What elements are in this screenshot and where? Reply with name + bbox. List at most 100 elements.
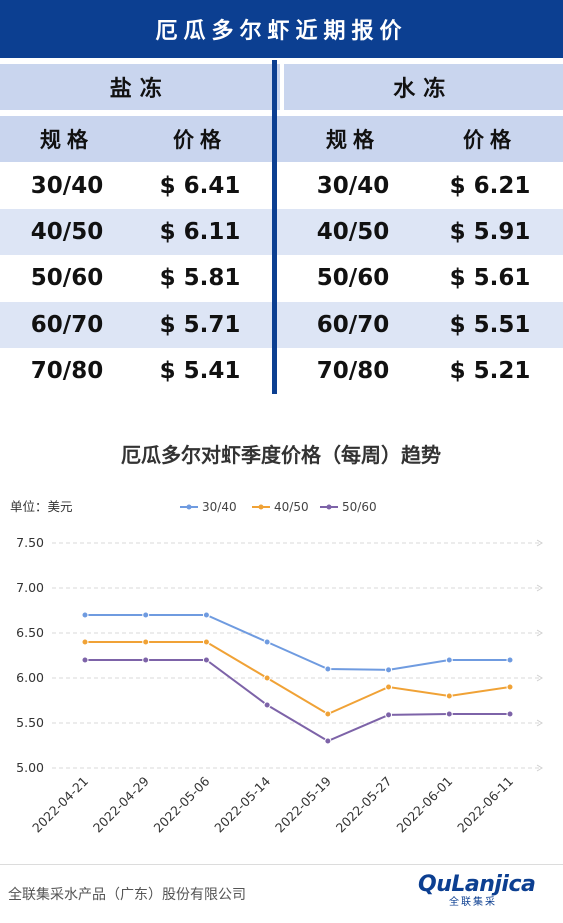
legend: 30/40 40/50 50/60 [180,500,377,514]
data-point [385,666,393,674]
unit-label: 单位：美元 [10,499,73,514]
data-point [81,611,89,619]
data-point [324,710,332,718]
series-line [85,641,511,716]
grid-arrow-icon [536,719,543,727]
data-point [324,665,332,673]
data-point [81,656,89,664]
legend-label: 50/60 [342,500,377,514]
x-tick-label: 2022-06-11 [454,774,516,836]
series-line [85,614,510,671]
price-cell: $ 5.21 [449,358,531,385]
x-tick-label: 2022-05-27 [333,774,395,836]
grid-arrow-icon [536,584,543,592]
header-price-left: 价格 [173,128,227,153]
section-header-row: 盐冻 水冻 [0,64,563,110]
x-tick-label: 2022-04-29 [90,773,152,835]
grid-arrow-icon [536,674,543,682]
spec-cell: 40/50 [30,218,104,245]
data-point [445,692,453,700]
spec-cell: 70/80 [30,358,104,385]
price-cell: $ 5.71 [159,311,241,338]
spec-cell: 30/40 [316,172,390,199]
price-cell: $ 6.41 [159,172,241,199]
data-point [142,638,150,646]
x-tick-label: 2022-05-06 [151,773,213,835]
spec-cell: 50/60 [316,265,390,292]
data-point [202,611,210,619]
data-point [81,638,89,646]
spec-cell: 30/40 [30,172,104,199]
y-tick-label: 5.50 [16,715,44,730]
y-axis: 7.50 7.00 6.50 6.00 5.50 5.00 [16,535,44,775]
price-cell: $ 5.41 [159,358,241,385]
page-title: 厄瓜多尔虾近期报价 [0,0,563,58]
logo-wordmark: QuLanjica [418,872,536,897]
data-point [324,737,332,745]
section-water-frozen: 水冻 [283,64,563,110]
section-salt-frozen: 盐冻 [0,64,280,110]
price-table: 规格 价格 规格 价格 30/40 $ 6.41 30/40 $ 6.21 40… [0,116,563,394]
footer-divider [0,864,563,865]
data-point [263,701,271,709]
table-header-row: 规格 价格 规格 价格 [0,116,563,163]
data-point [202,638,210,646]
grid-arrow-icon [536,629,543,637]
legend-label: 40/50 [274,500,309,514]
header-spec-left: 规格 [40,128,94,153]
trend-line-chart: 厄瓜多尔对虾季度价格（每周）趋势 单位：美元 30/40 40/50 50/60 7… [10,443,543,835]
legend-marker [258,504,264,510]
data-point [385,683,393,691]
y-tick-label: 6.00 [16,670,44,685]
spec-cell: 60/70 [30,311,104,338]
x-tick-label: 2022-05-14 [211,773,273,835]
table-row: 40/50 $ 6.11 40/50 $ 5.91 [0,208,563,256]
y-tick-label: 5.00 [16,760,44,775]
legend-marker [186,504,192,510]
x-tick-label: 2022-06-01 [393,774,455,836]
grid-arrow-icon [536,539,543,547]
x-axis: 2022-04-212022-04-292022-05-062022-05-14… [29,773,516,835]
data-point [506,656,514,664]
data-point [506,710,514,718]
data-point [506,683,514,691]
grid-arrow-icon [536,764,543,772]
data-point [142,611,150,619]
spec-cell: 50/60 [30,265,104,292]
brand-logo: QuLanjica 全联集采 [418,872,536,910]
price-cell: $ 6.11 [159,218,241,245]
price-cell: $ 5.51 [449,311,531,338]
header-price-right: 价格 [463,128,517,153]
price-cell: $ 6.21 [449,172,531,199]
price-cell: $ 5.61 [449,265,531,292]
data-point [263,638,271,646]
table-divider [272,60,277,394]
x-tick-label: 2022-04-21 [29,774,91,836]
grid [52,539,543,772]
data-point [385,711,393,719]
legend-label: 30/40 [202,500,237,514]
table-row: 60/70 $ 5.71 60/70 $ 5.51 [0,301,563,348]
logo-subtext: 全联集采 [449,897,497,908]
y-tick-label: 7.50 [16,535,44,550]
price-cell: $ 5.81 [159,265,241,292]
table-row: 70/80 $ 5.41 70/80 $ 5.21 [0,348,563,394]
table-row: 50/60 $ 5.81 50/60 $ 5.61 [0,255,563,301]
chart-title: 厄瓜多尔对虾季度价格（每周）趋势 [121,443,441,467]
x-tick-label: 2022-05-19 [272,773,334,835]
series-lines [81,611,514,745]
y-tick-label: 6.50 [16,625,44,640]
spec-cell: 40/50 [316,218,390,245]
y-tick-label: 7.00 [16,580,44,595]
series-line [85,659,510,743]
company-name: 全联集采水产品（广东）股份有限公司 [8,887,246,903]
data-point [445,656,453,664]
spec-cell: 70/80 [316,358,390,385]
spec-cell: 60/70 [316,311,390,338]
data-point [445,710,453,718]
data-point [263,674,271,682]
legend-marker [326,504,332,510]
table-row: 30/40 $ 6.41 30/40 $ 6.21 [0,162,563,208]
data-point [142,656,150,664]
header-spec-right: 规格 [326,128,380,153]
